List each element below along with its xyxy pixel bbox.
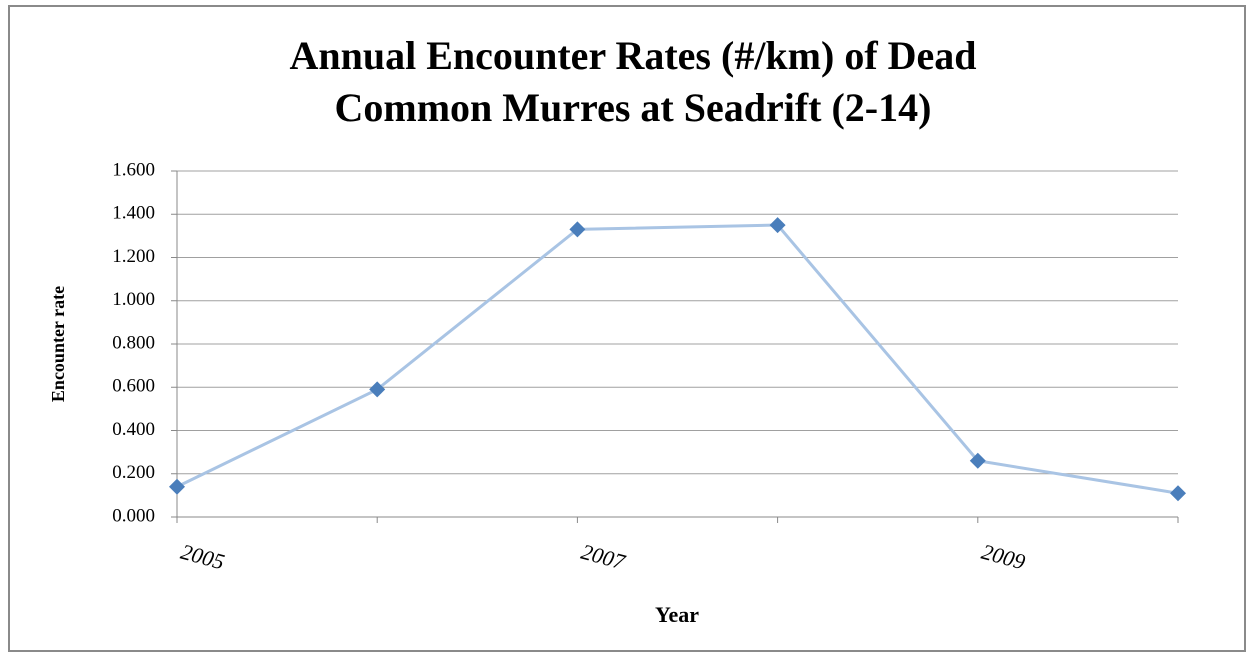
chart-title: Annual Encounter Rates (#/km) of Dead bbox=[289, 33, 976, 78]
y-tick-label: 0.000 bbox=[112, 505, 155, 526]
series-line bbox=[176, 223, 1179, 495]
y-tick-label: 1.600 bbox=[112, 159, 155, 180]
y-tick-label: 0.400 bbox=[112, 419, 155, 440]
y-tick-label: 0.800 bbox=[112, 332, 155, 353]
data-point bbox=[169, 478, 185, 495]
data-point bbox=[1170, 485, 1186, 502]
y-tick-label: 0.200 bbox=[112, 462, 155, 483]
y-axis-title: Encounter rate bbox=[48, 286, 68, 402]
chart-title: Common Murres at Seadrift (2-14) bbox=[335, 85, 932, 130]
y-tick-label: 1.200 bbox=[112, 246, 155, 267]
data-point bbox=[769, 217, 786, 234]
data-point bbox=[569, 221, 586, 238]
y-tick-label: 1.000 bbox=[112, 289, 155, 310]
x-axis-title: Year bbox=[655, 602, 699, 627]
data-point bbox=[969, 452, 986, 469]
y-tick-label: 1.400 bbox=[112, 203, 155, 224]
y-tick-label: 0.600 bbox=[112, 376, 155, 397]
data-point bbox=[369, 381, 386, 398]
chart-frame bbox=[8, 5, 1246, 652]
